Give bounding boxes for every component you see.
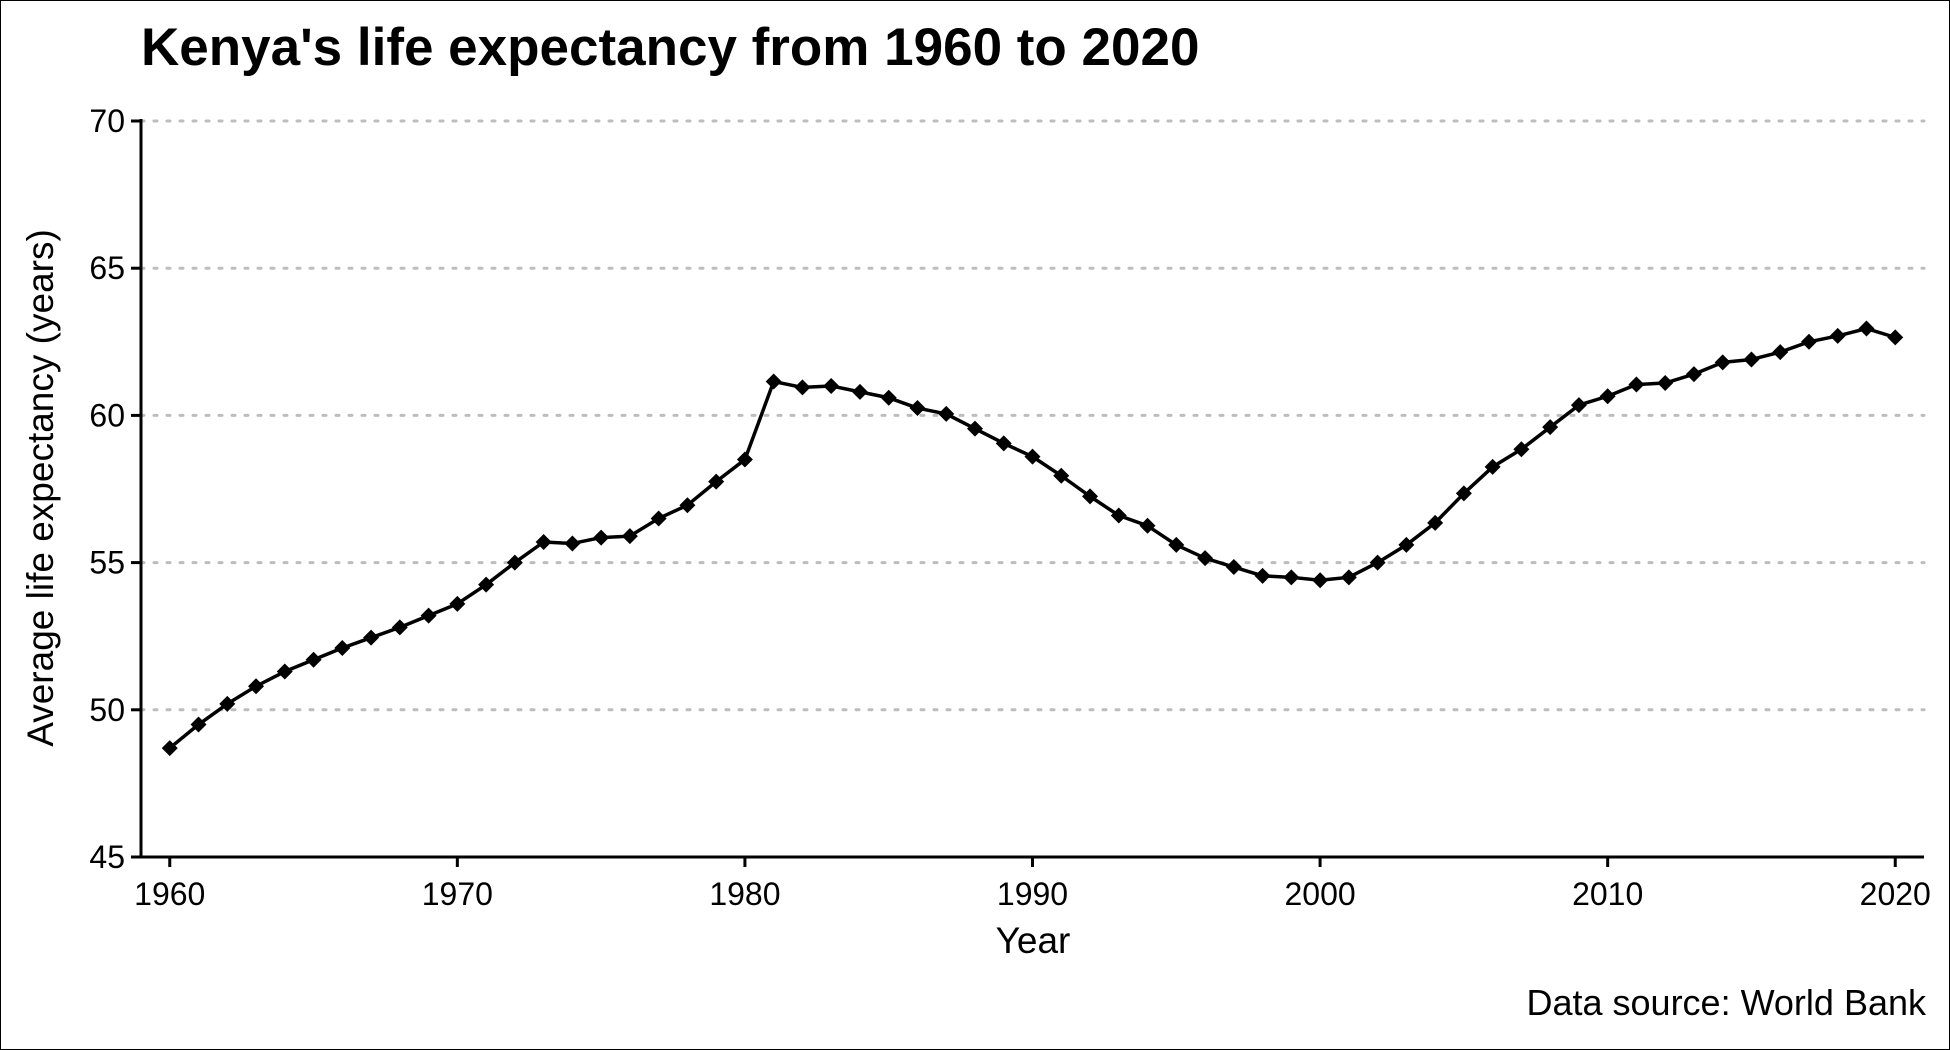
data-point-1993 (1110, 507, 1127, 524)
data-point-2007 (1513, 441, 1530, 458)
data-point-2006 (1484, 458, 1501, 475)
data-point-1977 (650, 510, 667, 527)
x-axis-ticks: 1960 1970 1980 1990 2000 2010 2020 (134, 857, 1931, 912)
chart-title: Kenya's life expectancy from 1960 to 202… (141, 18, 1199, 77)
data-point-1979 (708, 473, 725, 490)
data-point-1963 (248, 678, 265, 695)
data-point-1986 (909, 400, 926, 417)
data-point-1980 (736, 451, 753, 468)
y-axis-label: Average life expectancy (years) (20, 229, 61, 747)
data-point-1968 (391, 619, 408, 636)
x-tick-label-2010: 2010 (1572, 876, 1643, 912)
data-point-1973 (535, 533, 552, 550)
data-point-2012 (1657, 375, 1674, 392)
data-point-2002 (1369, 554, 1386, 571)
data-source-note: Data source: World Bank (1526, 982, 1927, 1023)
data-point-1985 (880, 389, 897, 406)
data-point-2003 (1398, 536, 1415, 553)
data-point-1997 (1225, 559, 1242, 576)
data-point-2016 (1772, 344, 1789, 361)
data-point-1988 (966, 420, 983, 437)
data-point-1961 (190, 716, 207, 733)
data-point-1964 (276, 663, 293, 680)
x-tick-label-2000: 2000 (1284, 876, 1355, 912)
data-point-2014 (1714, 354, 1731, 371)
data-point-1983 (823, 377, 840, 394)
y-tick-label-65: 65 (89, 250, 125, 286)
data-point-1987 (938, 405, 955, 422)
data-point-1999 (1283, 569, 1300, 586)
data-point-1994 (1139, 517, 1156, 534)
data-point-2015 (1743, 351, 1760, 368)
data-point-1967 (363, 629, 380, 646)
data-point-1990 (1024, 448, 1041, 465)
data-point-2010 (1599, 388, 1616, 405)
data-point-2004 (1427, 514, 1444, 531)
y-tick-label-45: 45 (89, 839, 125, 875)
data-point-1981 (765, 373, 782, 390)
series-group (161, 320, 1904, 757)
x-tick-label-2020: 2020 (1860, 876, 1931, 912)
axes (139, 119, 1924, 859)
data-point-1984 (851, 383, 868, 400)
data-point-2011 (1628, 376, 1645, 393)
data-point-2017 (1800, 333, 1817, 350)
y-tick-label-60: 60 (89, 397, 125, 433)
grid-lines (139, 119, 1926, 712)
data-point-1966 (334, 639, 351, 656)
data-point-1962 (219, 695, 236, 712)
y-axis-ticks: 45 50 55 60 65 70 (89, 103, 141, 875)
data-point-1982 (794, 379, 811, 396)
data-point-2009 (1570, 397, 1587, 414)
data-point-1972 (506, 554, 523, 571)
y-tick-label-55: 55 (89, 545, 125, 581)
data-point-2018 (1829, 327, 1846, 344)
data-point-1995 (1168, 536, 1185, 553)
data-point-1991 (1053, 467, 1070, 484)
data-point-2005 (1455, 485, 1472, 502)
data-point-1970 (449, 595, 466, 612)
x-tick-label-1980: 1980 (709, 876, 780, 912)
x-tick-label-1970: 1970 (422, 876, 493, 912)
data-point-1976 (621, 528, 638, 545)
x-tick-label-1990: 1990 (997, 876, 1068, 912)
data-point-1975 (593, 529, 610, 546)
data-point-1960 (161, 740, 178, 757)
data-point-1965 (305, 651, 322, 668)
data-point-2008 (1542, 419, 1559, 436)
data-point-2001 (1340, 569, 1357, 586)
y-tick-label-70: 70 (89, 103, 125, 139)
data-point-2019 (1858, 320, 1875, 337)
x-tick-label-1960: 1960 (134, 876, 205, 912)
data-point-1989 (995, 435, 1012, 452)
data-point-1992 (1082, 488, 1099, 505)
data-point-1996 (1197, 550, 1214, 567)
y-tick-label-50: 50 (89, 692, 125, 728)
data-point-1974 (564, 535, 581, 552)
data-point-1998 (1254, 567, 1271, 584)
data-point-1978 (679, 497, 696, 514)
data-point-1969 (420, 607, 437, 624)
data-point-1971 (478, 576, 495, 593)
data-point-2013 (1685, 366, 1702, 383)
data-point-2000 (1312, 572, 1329, 589)
data-point-2020 (1887, 329, 1904, 346)
x-axis-label: Year (996, 920, 1071, 961)
